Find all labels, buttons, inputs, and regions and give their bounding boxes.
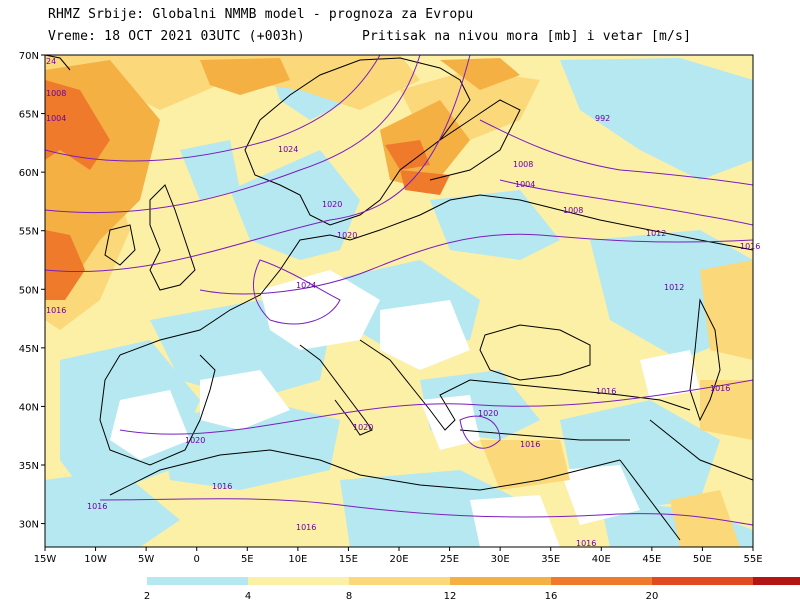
isobar-label: 1016 xyxy=(576,539,596,548)
isobar-label: 1004 xyxy=(515,180,535,189)
isobar-label: 1024 xyxy=(296,281,316,290)
colorbar-segment xyxy=(551,577,653,585)
isobar-label: 1008 xyxy=(46,89,66,98)
colorbar-segment xyxy=(147,577,249,585)
lon-tick-label: 0 xyxy=(194,554,200,565)
colorbar-segment xyxy=(753,577,800,585)
isobar-label: 1024 xyxy=(278,145,298,154)
lon-tick-label: 25E xyxy=(440,554,459,565)
colorbar-tick-label: 20 xyxy=(646,591,659,600)
coastlines xyxy=(45,55,753,541)
lon-tick-label: 50E xyxy=(693,554,712,565)
lat-tick-label: 70N xyxy=(19,51,39,62)
isobar-label: 1008 xyxy=(563,206,583,215)
wind-field xyxy=(45,55,753,547)
lon-tick-label: 5E xyxy=(241,554,254,565)
lat-tick-label: 30N xyxy=(19,520,39,531)
isobar-label: 1020 xyxy=(185,436,205,445)
forecast-time: Vreme: 18 OCT 2021 03UTC (+003h) xyxy=(48,29,305,44)
isobar-label: 1012 xyxy=(664,283,684,292)
lat-tick-label: 65N xyxy=(19,110,39,121)
isobar-label: 1020 xyxy=(322,200,342,209)
lon-tick-label: 20E xyxy=(389,554,408,565)
isobars xyxy=(45,55,753,526)
colorbar-tick-label: 4 xyxy=(245,591,251,600)
lat-tick-label: 45N xyxy=(19,344,39,355)
lon-tick-label: 10E xyxy=(288,554,307,565)
isobar-label: 1008 xyxy=(513,160,533,169)
lon-tick-label: 15W xyxy=(34,554,57,565)
lat-tick-label: 60N xyxy=(19,168,39,179)
colorbar-segment xyxy=(450,577,552,585)
lon-tick-label: 15E xyxy=(339,554,358,565)
colorbar-segment xyxy=(248,577,350,585)
colorbar-segment xyxy=(652,577,754,585)
map-title: RHMZ Srbije: Globalni NMMB model - progn… xyxy=(48,7,474,22)
lat-tick-label: 35N xyxy=(19,461,39,472)
lat-tick-label: 55N xyxy=(19,227,39,238)
lon-tick-label: 5W xyxy=(138,554,154,565)
wind-calm-areas xyxy=(110,270,700,547)
isobar-label: 1016 xyxy=(212,482,232,491)
lon-tick-label: 55E xyxy=(743,554,762,565)
wind-speed-colorbar: 2 4 8 12 16 20 xyxy=(144,577,800,600)
isobar-label: 1016 xyxy=(296,523,316,532)
lon-tick-label: 10W xyxy=(84,554,107,565)
wind-very-strong-areas xyxy=(45,80,450,300)
isobar-label: 24 xyxy=(46,57,56,66)
isobar-label: 1016 xyxy=(740,242,760,251)
colorbar-tick-label: 12 xyxy=(444,591,457,600)
lat-tick-label: 40N xyxy=(19,402,39,413)
colorbar-tick-label: 2 xyxy=(144,591,150,600)
isobar-label: 1020 xyxy=(478,409,498,418)
isobar-label: 1020 xyxy=(337,231,357,240)
latitude-axis: 70N 65N 60N 55N 50N 45N 40N 35N 30N xyxy=(19,51,45,531)
isobar-label: 1004 xyxy=(46,114,66,123)
colorbar-tick-label: 16 xyxy=(545,591,558,600)
field-description: Pritisak na nivou mora [mb] i vetar [m/s… xyxy=(362,29,692,44)
lon-tick-label: 30E xyxy=(491,554,510,565)
lat-tick-label: 50N xyxy=(19,285,39,296)
isobar-labels: 1024 1020 1020 1024 1008 1004 1008 1012 … xyxy=(46,57,760,548)
lon-tick-label: 40E xyxy=(592,554,611,565)
isobar-label: 1012 xyxy=(646,229,666,238)
colorbar-segment xyxy=(349,577,451,585)
lon-tick-label: 35E xyxy=(541,554,560,565)
lon-tick-label: 45E xyxy=(642,554,661,565)
colorbar-tick-label: 8 xyxy=(346,591,352,600)
isobar-label: 1016 xyxy=(46,306,66,315)
isobar-label: 1016 xyxy=(710,384,730,393)
isobar-label: 1016 xyxy=(520,440,540,449)
isobar-label: 992 xyxy=(595,114,610,123)
isobar-label: 1016 xyxy=(87,502,107,511)
longitude-axis: 15W 10W 5W 0 5E 10E 15E 20E 25E 30E 35E 40E 45E 50E 55… xyxy=(34,547,763,565)
isobar-label: 1016 xyxy=(596,387,616,396)
isobar-label: 1020 xyxy=(353,423,373,432)
